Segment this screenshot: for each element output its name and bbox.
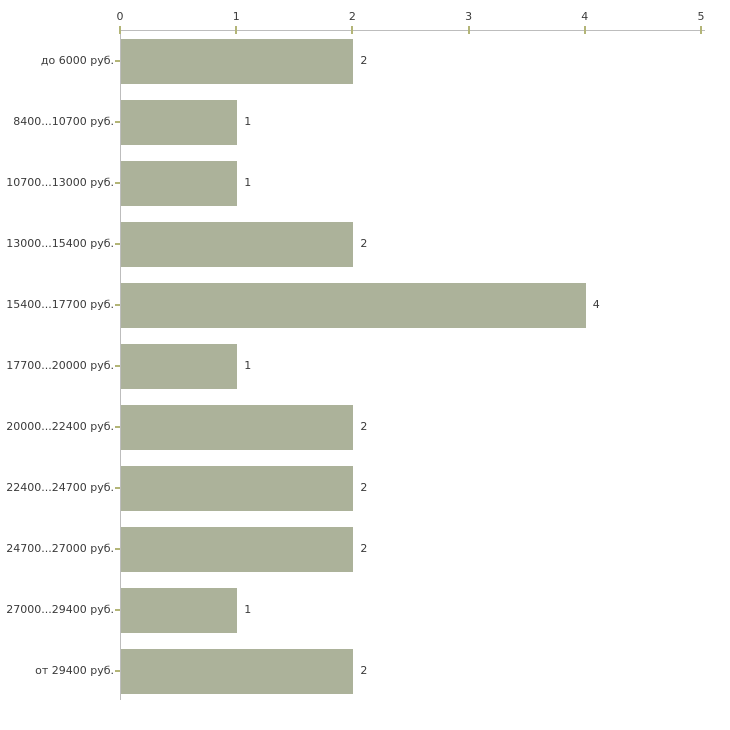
bar-value-label: 2 xyxy=(360,664,368,677)
bar-value-label: 2 xyxy=(360,237,368,250)
x-tick-label: 3 xyxy=(465,10,473,23)
bar xyxy=(121,38,354,84)
category-label: до 6000 руб. xyxy=(40,54,114,67)
category-label: 24700...27000 руб. xyxy=(6,542,114,555)
bar-value-label: 2 xyxy=(360,420,368,433)
x-tick-mark xyxy=(351,26,354,34)
x-tick-mark xyxy=(235,26,238,34)
x-tick-mark xyxy=(467,26,470,34)
x-tick-mark xyxy=(700,26,702,34)
y-tick-mark xyxy=(115,365,120,367)
x-tick-mark xyxy=(583,26,586,34)
category-label: 10700...13000 руб. xyxy=(6,176,114,189)
category-label: 13000...15400 руб. xyxy=(6,237,114,250)
y-tick-mark xyxy=(115,548,120,550)
y-tick-mark xyxy=(115,121,120,123)
x-tick-label: 5 xyxy=(697,10,705,23)
y-tick-mark xyxy=(115,670,120,672)
y-tick-mark xyxy=(115,609,120,611)
x-tick-label: 4 xyxy=(581,10,589,23)
y-axis-line xyxy=(120,30,121,700)
bar xyxy=(121,99,238,145)
bar xyxy=(121,526,354,572)
bar-value-label: 2 xyxy=(360,481,368,494)
category-label: 22400...24700 руб. xyxy=(6,481,114,494)
category-label: 15400...17700 руб. xyxy=(6,298,114,311)
bar xyxy=(121,587,238,633)
bar xyxy=(121,160,238,206)
y-tick-mark xyxy=(115,487,120,489)
bar xyxy=(121,465,354,511)
x-tick-mark xyxy=(119,26,121,34)
x-tick-label: 2 xyxy=(348,10,356,23)
x-tick-label: 1 xyxy=(232,10,240,23)
bar-value-label: 2 xyxy=(360,54,368,67)
y-tick-mark xyxy=(115,182,120,184)
bar-value-label: 1 xyxy=(244,176,252,189)
x-axis-line xyxy=(120,30,705,31)
category-label: от 29400 руб. xyxy=(35,664,114,677)
bar xyxy=(121,343,238,389)
bar-value-label: 1 xyxy=(244,115,252,128)
y-tick-mark xyxy=(115,60,120,62)
category-label: 17700...20000 руб. xyxy=(6,359,114,372)
y-tick-mark xyxy=(115,304,120,306)
bar-value-label: 4 xyxy=(592,298,600,311)
x-tick-label: 0 xyxy=(116,10,124,23)
bar-value-label: 1 xyxy=(244,603,252,616)
bar xyxy=(121,221,354,267)
category-label: 8400...10700 руб. xyxy=(13,115,114,128)
bar xyxy=(121,648,354,694)
category-label: 27000...29400 руб. xyxy=(6,603,114,616)
category-label: 20000...22400 руб. xyxy=(6,420,114,433)
y-tick-mark xyxy=(115,426,120,428)
bar-value-label: 2 xyxy=(360,542,368,555)
bar xyxy=(121,404,354,450)
y-tick-mark xyxy=(115,243,120,245)
bar-value-label: 1 xyxy=(244,359,252,372)
bar xyxy=(121,282,586,328)
